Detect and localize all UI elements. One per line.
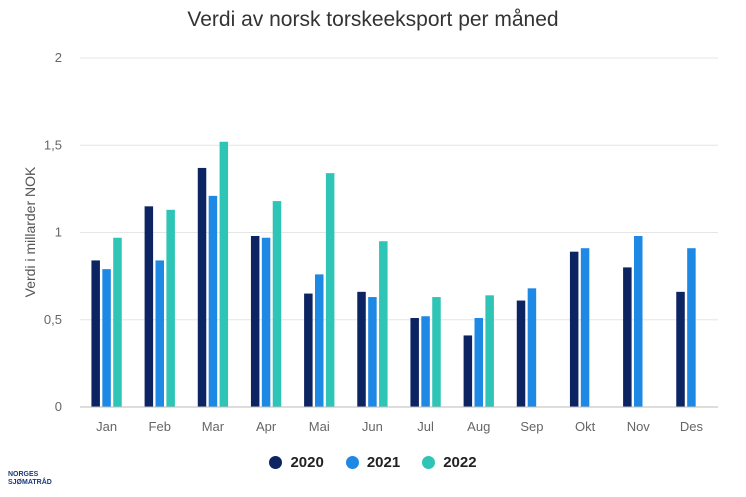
legend-marker-2022	[422, 456, 436, 469]
bar-2021-des[interactable]	[687, 248, 696, 407]
bar-2020-jul[interactable]	[410, 318, 419, 407]
x-tick-label: Jan	[96, 419, 117, 434]
x-tick-label: Sep	[520, 419, 543, 434]
legend-marker-2020	[269, 456, 283, 469]
x-axis-ticks: Jan Feb Mar Apr Mai Jun Jul Aug Sep Okt Nov Des	[96, 419, 703, 434]
bar-2022-mai[interactable]	[325, 173, 335, 407]
bar-2022-jul[interactable]	[432, 297, 441, 407]
y-axis-ticks: 0 0,5 1 1,5 2	[44, 50, 62, 414]
legend-marker-2021	[345, 456, 359, 469]
x-tick-label: Feb	[149, 419, 171, 434]
bar-2022-aug[interactable]	[485, 295, 494, 407]
bars	[91, 141, 696, 407]
logo-line-2: SJØMATRÅD	[8, 479, 52, 486]
bar-2022-jun[interactable]	[379, 241, 388, 407]
chart-title: Verdi av norsk torskeeksport per måned	[187, 8, 559, 31]
bar-2020-feb[interactable]	[144, 206, 154, 407]
y-axis-label: Verdi i millarder NOK	[22, 166, 38, 297]
x-tick-label: Aug	[467, 419, 490, 434]
bar-2021-mar[interactable]	[208, 195, 218, 407]
bar-2022-mar[interactable]	[219, 141, 229, 407]
x-tick-label: Okt	[575, 419, 596, 434]
bar-2021-jul[interactable]	[421, 316, 430, 407]
x-tick-label: Jul	[417, 419, 434, 434]
bar-2020-aug[interactable]	[463, 335, 473, 407]
bar-2020-sep[interactable]	[516, 300, 526, 407]
bar-2021-nov[interactable]	[634, 235, 643, 407]
y-tick-label: 1,5	[44, 137, 62, 152]
bar-2021-jan[interactable]	[102, 269, 111, 407]
x-tick-label: Apr	[256, 419, 277, 434]
bar-2022-feb[interactable]	[166, 209, 175, 407]
grid-lines	[80, 57, 718, 321]
legend-item-2021[interactable]: 2021	[345, 454, 401, 471]
bar-2021-jun[interactable]	[368, 297, 377, 407]
bar-2020-mai[interactable]	[304, 293, 313, 407]
legend-label-2020: 2020	[290, 454, 324, 471]
bar-2020-nov[interactable]	[623, 267, 632, 407]
logo-line-1: NORGES	[8, 471, 39, 478]
bar-2020-des[interactable]	[676, 291, 685, 407]
bar-2020-jun[interactable]	[357, 291, 366, 407]
legend-label-2021: 2021	[366, 454, 401, 471]
bar-2021-apr[interactable]	[261, 237, 271, 407]
bar-2021-mai[interactable]	[315, 274, 324, 407]
legend-item-2022[interactable]: 2022	[422, 454, 477, 471]
x-tick-label: Mai	[309, 419, 330, 434]
legend-label-2022: 2022	[443, 454, 477, 471]
x-tick-label: Mar	[202, 419, 225, 434]
bar-2021-okt[interactable]	[580, 248, 590, 407]
bar-2020-okt[interactable]	[569, 251, 579, 407]
bar-2021-sep[interactable]	[527, 288, 537, 407]
y-tick-label: 2	[55, 50, 62, 65]
legend-item-2020[interactable]: 2020	[269, 454, 324, 471]
x-tick-label: Des	[680, 419, 704, 434]
bar-2020-mar[interactable]	[197, 167, 207, 407]
bar-2020-jan[interactable]	[91, 260, 100, 407]
legend: 2020 2021 2022	[0, 454, 746, 471]
y-tick-label: 1	[55, 225, 62, 240]
bar-2021-aug[interactable]	[474, 318, 484, 407]
bar-2020-apr[interactable]	[250, 235, 260, 407]
y-tick-label: 0,5	[44, 312, 62, 327]
norges-sjomatrad-logo: NORGES SJØMATRÅD	[8, 471, 52, 487]
bar-2022-apr[interactable]	[272, 201, 282, 407]
bar-2021-feb[interactable]	[155, 260, 165, 407]
bar-2022-jan[interactable]	[113, 237, 122, 407]
x-tick-label: Jun	[362, 419, 383, 434]
x-tick-label: Nov	[627, 419, 651, 434]
y-tick-label: 0	[55, 399, 62, 414]
